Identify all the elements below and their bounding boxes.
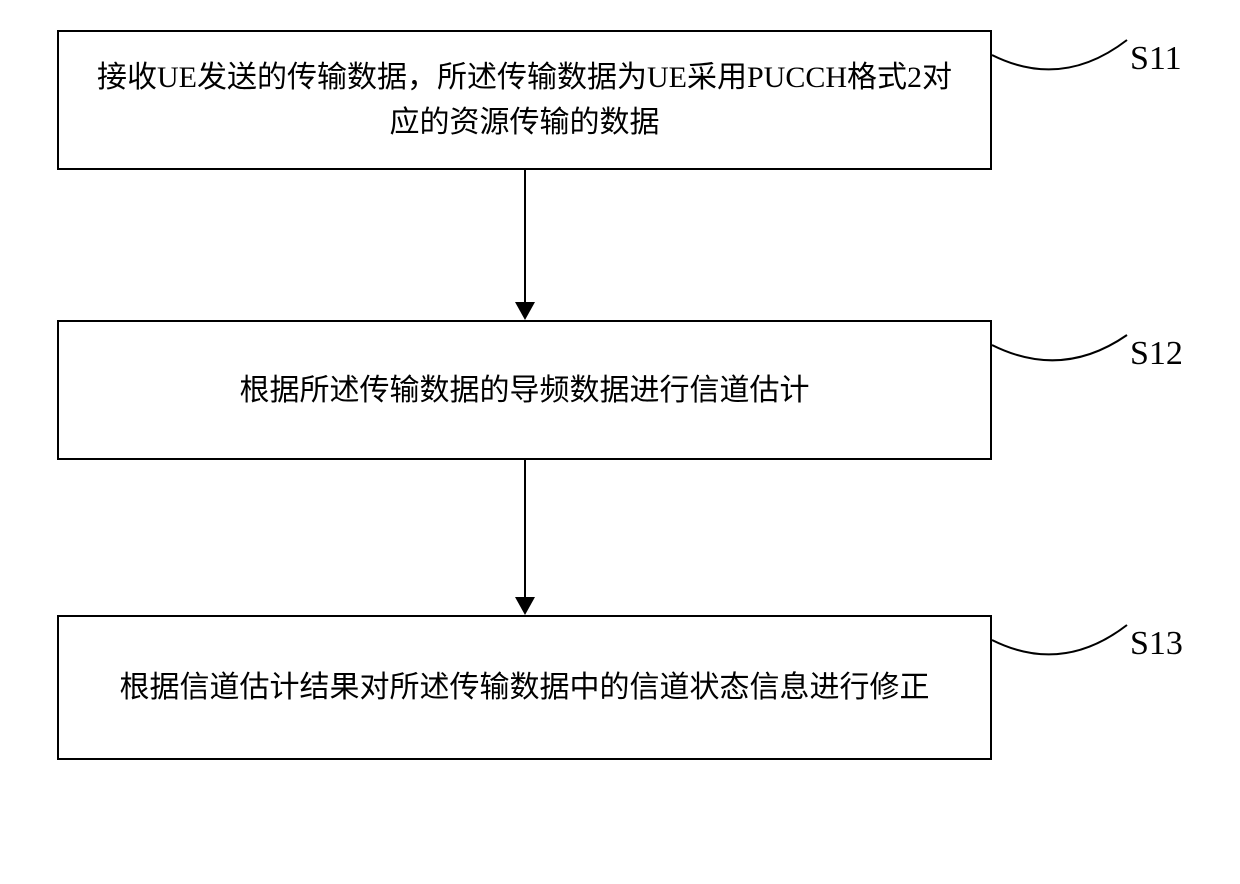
step-label-s12: S12 — [1130, 335, 1183, 373]
arrowhead-2 — [515, 597, 535, 615]
curve-connector-s11 — [992, 30, 1137, 90]
curve-connector-s12 — [992, 320, 1137, 380]
flowchart-box-s11: 接收UE发送的传输数据，所述传输数据为UE采用PUCCH格式2对应的资源传输的数… — [57, 30, 992, 170]
arrow-line-1 — [524, 170, 526, 305]
box-text: 接收UE发送的传输数据，所述传输数据为UE采用PUCCH格式2对应的资源传输的数… — [89, 55, 960, 145]
flowchart-box-s13: 根据信道估计结果对所述传输数据中的信道状态信息进行修正 — [57, 615, 992, 760]
box-text: 根据所述传输数据的导频数据进行信道估计 — [240, 368, 810, 413]
step-label-s11: S11 — [1130, 40, 1182, 78]
arrow-line-2 — [524, 460, 526, 600]
step-label-s13: S13 — [1130, 625, 1183, 663]
arrowhead-1 — [515, 302, 535, 320]
flowchart-container: 接收UE发送的传输数据，所述传输数据为UE采用PUCCH格式2对应的资源传输的数… — [0, 0, 1240, 884]
flowchart-box-s12: 根据所述传输数据的导频数据进行信道估计 — [57, 320, 992, 460]
box-text: 根据信道估计结果对所述传输数据中的信道状态信息进行修正 — [120, 665, 930, 710]
curve-connector-s13 — [992, 615, 1137, 675]
